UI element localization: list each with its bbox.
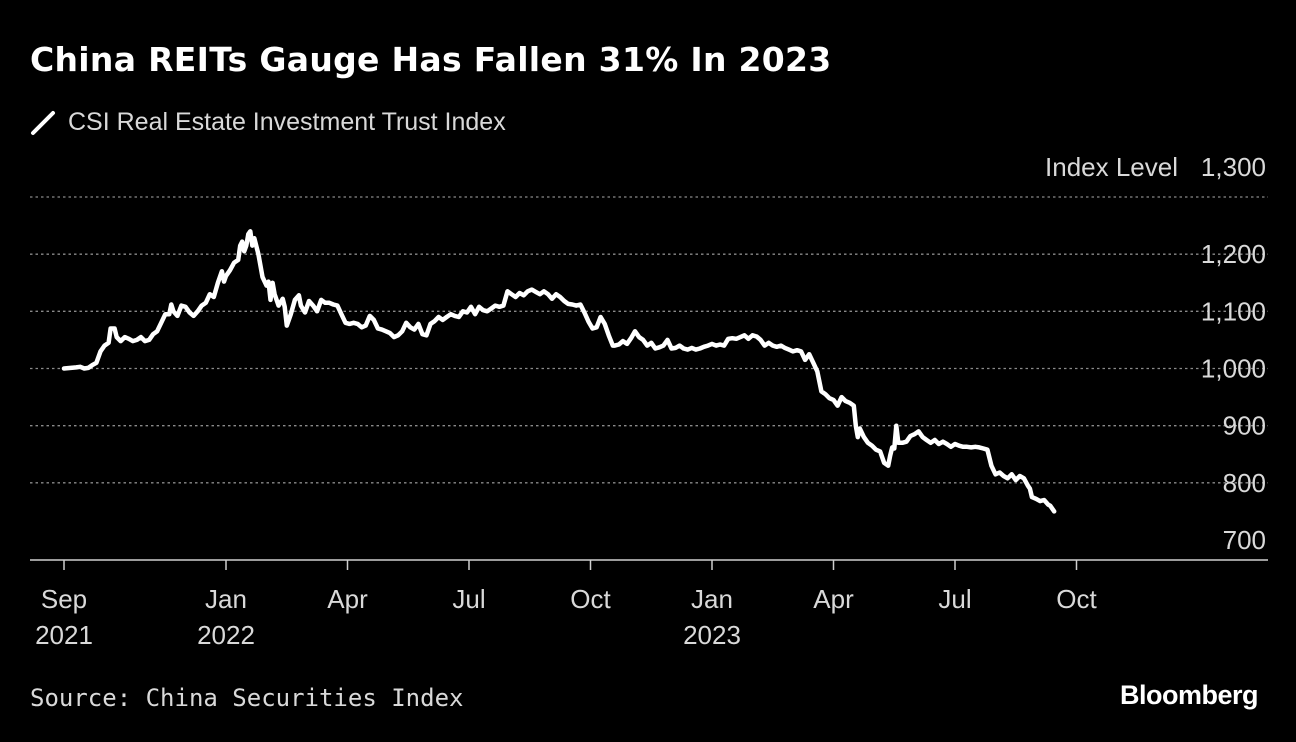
series-line-reit-index — [61, 229, 1057, 514]
x-tick-label: Jul — [452, 584, 485, 614]
y-tick-label: 1,100 — [1201, 296, 1266, 326]
bloomberg-logo: Bloomberg — [1119, 680, 1259, 710]
y-tick-label: 1,200 — [1201, 239, 1266, 269]
legend: CSI Real Estate Investment Trust Index — [30, 108, 506, 137]
x-tick-year-label: 2022 — [197, 620, 255, 650]
y-tick-label: 800 — [1223, 468, 1266, 498]
x-tick-year-label: 2021 — [35, 620, 93, 650]
legend-line-icon — [31, 110, 55, 135]
y-tick-label: 1,000 — [1201, 354, 1266, 384]
x-tick-label: Jul — [938, 584, 971, 614]
y-tick-label: 900 — [1223, 411, 1266, 441]
x-tick-label: Oct — [1056, 584, 1097, 614]
y-tick-label: 700 — [1223, 525, 1266, 555]
x-tick-label: Sep — [41, 584, 87, 614]
x-tick-label: Jan — [691, 584, 733, 614]
x-tick-label: Oct — [570, 584, 611, 614]
x-tick-year-label: 2023 — [683, 620, 741, 650]
x-tick-label: Apr — [813, 584, 854, 614]
y-axis-title: Index Level — [1045, 152, 1178, 182]
x-tick-label: Jan — [205, 584, 247, 614]
y-tick-label: 1,300 — [1201, 152, 1266, 182]
chart-title: China REITs Gauge Has Fallen 31% In 2023 — [30, 40, 832, 79]
x-tick-label: Apr — [327, 584, 368, 614]
source-note: Source: China Securities Index — [30, 684, 464, 712]
legend-label: CSI Real Estate Investment Trust Index — [68, 108, 506, 136]
